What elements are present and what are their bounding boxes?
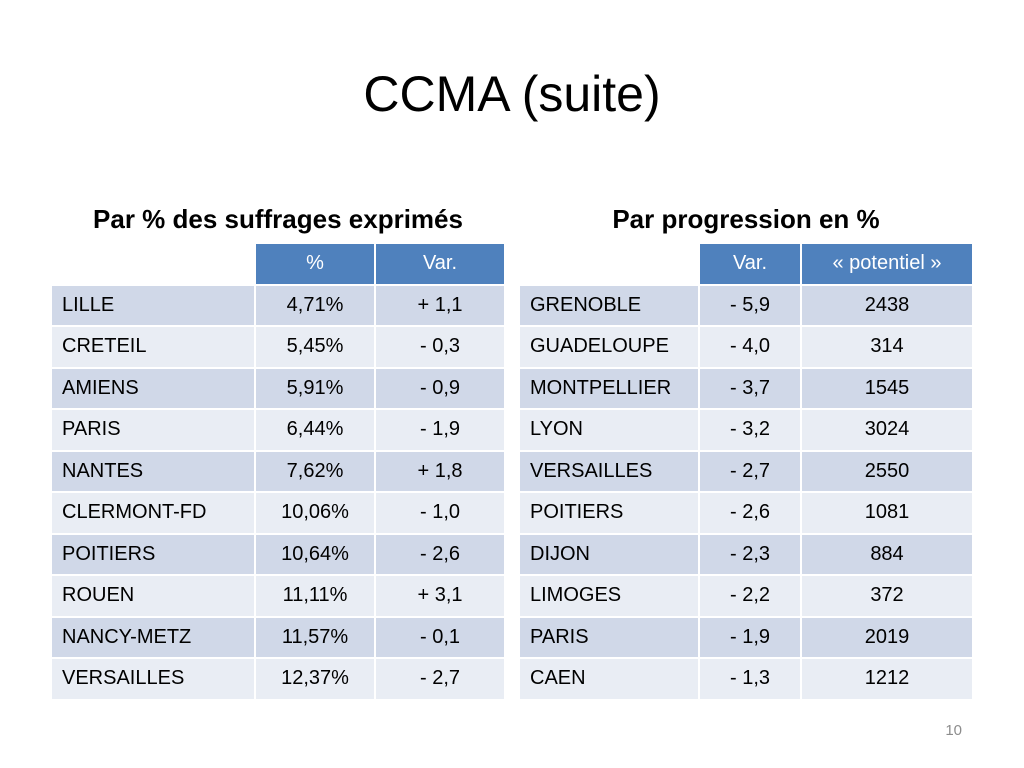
table-row: POITIERS - 2,6 1081: [520, 493, 972, 535]
var-cell: - 4,0: [700, 327, 802, 369]
academie-name: PARIS: [52, 410, 256, 452]
var-cell: + 1,1: [376, 285, 504, 327]
var-cell: - 2,7: [376, 659, 504, 701]
table-row: LIMOGES - 2,2 372: [520, 576, 972, 618]
academie-name: VERSAILLES: [52, 659, 256, 701]
header-cell-potentiel: « potentiel »: [802, 244, 972, 286]
potentiel-cell: 372: [802, 576, 972, 618]
slide-title: CCMA (suite): [363, 66, 661, 122]
potentiel-cell: 3024: [802, 410, 972, 452]
var-cell: - 1,9: [376, 410, 504, 452]
percent-cell: 10,64%: [256, 534, 376, 576]
academie-name: PARIS: [520, 617, 700, 659]
academie-name: NANCY-METZ: [52, 617, 256, 659]
academie-name: NANTES: [52, 451, 256, 493]
percent-cell: 11,57%: [256, 617, 376, 659]
table-row: PARIS 6,44% - 1,9: [52, 410, 504, 452]
academie-name: CRETEIL: [52, 327, 256, 369]
header-cell-blank: [52, 244, 256, 286]
var-cell: - 0,9: [376, 368, 504, 410]
academie-name: GRENOBLE: [520, 285, 700, 327]
potentiel-cell: 1081: [802, 493, 972, 535]
potentiel-cell: 2550: [802, 451, 972, 493]
table-row: NANTES 7,62% + 1,8: [52, 451, 504, 493]
var-cell: - 2,6: [700, 493, 802, 535]
header-cell-blank: [520, 244, 700, 286]
var-cell: - 1,0: [376, 493, 504, 535]
var-cell: - 1,9: [700, 617, 802, 659]
percent-cell: 12,37%: [256, 659, 376, 701]
academie-name: LYON: [520, 410, 700, 452]
table-row: GUADELOUPE - 4,0 314: [520, 327, 972, 369]
table-row: NANCY-METZ 11,57% - 0,1: [52, 617, 504, 659]
percent-cell: 6,44%: [256, 410, 376, 452]
progression-table: Var. « potentiel » GRENOBLE - 5,9 2438 GUA…: [520, 244, 972, 701]
right-table-subtitle: Par progression en %: [612, 204, 880, 234]
var-cell: - 2,6: [376, 534, 504, 576]
table-row: PARIS - 1,9 2019: [520, 617, 972, 659]
table-row: MONTPELLIER - 3,7 1545: [520, 368, 972, 410]
potentiel-cell: 2438: [802, 285, 972, 327]
academie-name: POITIERS: [520, 493, 700, 535]
page-number: 10: [945, 722, 962, 739]
academie-name: ROUEN: [52, 576, 256, 618]
var-cell: - 3,2: [700, 410, 802, 452]
academie-name: VERSAILLES: [520, 451, 700, 493]
potentiel-cell: 1212: [802, 659, 972, 701]
academie-name: LIMOGES: [520, 576, 700, 618]
var-cell: + 1,8: [376, 451, 504, 493]
var-cell: - 2,3: [700, 534, 802, 576]
table-row: VERSAILLES 12,37% - 2,7: [52, 659, 504, 701]
suffrages-table: % Var. LILLE 4,71% + 1,1 CRETEIL 5,45% - 0,3…: [52, 244, 504, 701]
percent-cell: 10,06%: [256, 493, 376, 535]
potentiel-cell: 884: [802, 534, 972, 576]
table-row: CAEN - 1,3 1212: [520, 659, 972, 701]
header-row: Var. « potentiel »: [520, 244, 972, 286]
table-row: LILLE 4,71% + 1,1: [52, 285, 504, 327]
academie-name: CAEN: [520, 659, 700, 701]
table-row: VERSAILLES - 2,7 2550: [520, 451, 972, 493]
academie-name: CLERMONT-FD: [52, 493, 256, 535]
percent-cell: 5,91%: [256, 368, 376, 410]
var-cell: - 2,7: [700, 451, 802, 493]
percent-cell: 11,11%: [256, 576, 376, 618]
table-row: POITIERS 10,64% - 2,6: [52, 534, 504, 576]
var-cell: - 5,9: [700, 285, 802, 327]
left-table-subtitle: Par % des suffrages exprimés: [93, 204, 463, 234]
potentiel-cell: 1545: [802, 368, 972, 410]
table-row: LYON - 3,2 3024: [520, 410, 972, 452]
percent-cell: 7,62%: [256, 451, 376, 493]
table-row: DIJON - 2,3 884: [520, 534, 972, 576]
header-cell-var: Var.: [700, 244, 802, 286]
var-cell: - 0,3: [376, 327, 504, 369]
var-cell: - 0,1: [376, 617, 504, 659]
table-row: AMIENS 5,91% - 0,9: [52, 368, 504, 410]
var-cell: + 3,1: [376, 576, 504, 618]
academie-name: MONTPELLIER: [520, 368, 700, 410]
academie-name: POITIERS: [52, 534, 256, 576]
potentiel-cell: 314: [802, 327, 972, 369]
academie-name: DIJON: [520, 534, 700, 576]
header-row: % Var.: [52, 244, 504, 286]
table-row: ROUEN 11,11% + 3,1: [52, 576, 504, 618]
var-cell: - 1,3: [700, 659, 802, 701]
academie-name: GUADELOUPE: [520, 327, 700, 369]
var-cell: - 3,7: [700, 368, 802, 410]
academie-name: LILLE: [52, 285, 256, 327]
potentiel-cell: 2019: [802, 617, 972, 659]
var-cell: - 2,2: [700, 576, 802, 618]
academie-name: AMIENS: [52, 368, 256, 410]
header-cell-var: Var.: [376, 244, 504, 286]
percent-cell: 5,45%: [256, 327, 376, 369]
percent-cell: 4,71%: [256, 285, 376, 327]
table-row: CRETEIL 5,45% - 0,3: [52, 327, 504, 369]
table-row: GRENOBLE - 5,9 2438: [520, 285, 972, 327]
header-cell-percent: %: [256, 244, 376, 286]
table-row: CLERMONT-FD 10,06% - 1,0: [52, 493, 504, 535]
